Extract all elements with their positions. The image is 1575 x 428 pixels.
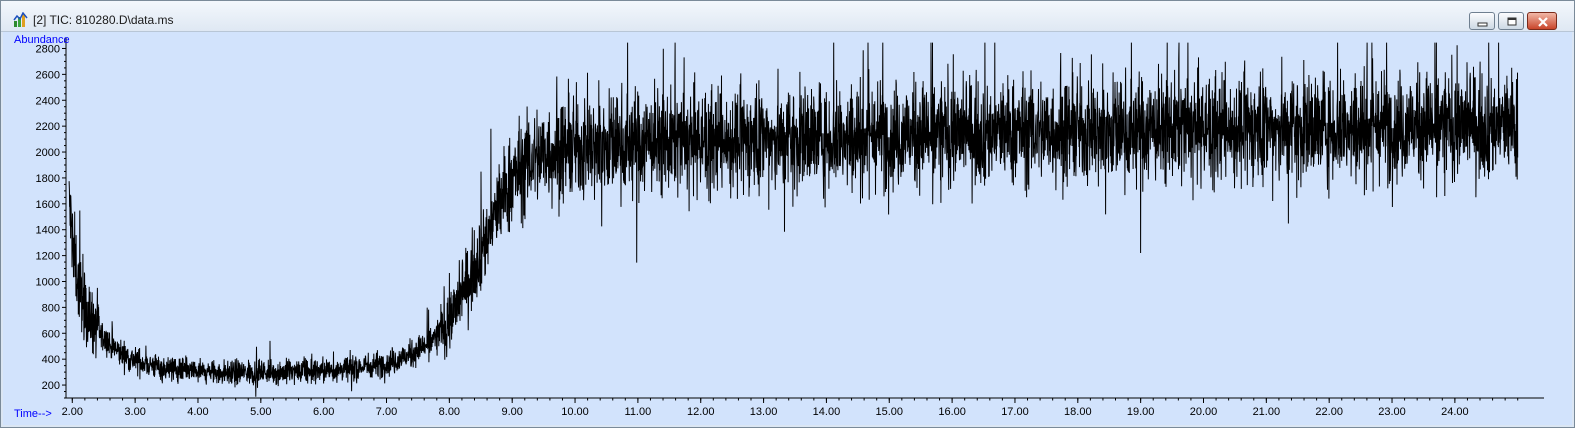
y-tick-label: 1200 [36,251,60,263]
x-tick-label: 13.00 [750,406,778,418]
x-axis-title: Time--> [14,408,52,420]
tic-trace [68,42,1519,397]
x-tick-label: 2.00 [62,406,83,418]
y-tick-label: 2600 [36,69,60,81]
minimize-icon [1477,22,1488,27]
y-tick-label: 1000 [36,276,60,288]
x-tick-label: 9.00 [501,406,522,418]
title-bar[interactable]: [2] TIC: 810280.D\data.ms [1,1,1574,32]
close-icon [1538,17,1548,27]
x-tick-label: 16.00 [938,406,966,418]
tic-series-line [68,42,1519,397]
y-tick-label: 400 [42,354,60,366]
x-tick-label: 6.00 [313,406,334,418]
window-title: [2] TIC: 810280.D\data.ms [33,13,174,27]
restore-button[interactable] [1498,12,1524,30]
chart-axes: 200 400 600 800 1000 1200 1400 1600 1800 2000 2200… [14,34,1544,420]
y-tick-label: 1800 [36,173,60,185]
x-tick-label: 11.00 [625,406,652,418]
x-tick-label: 4.00 [187,406,208,418]
y-tick-label: 200 [42,380,60,392]
x-tick-label: 20.00 [1190,406,1218,418]
x-tick-label: 22.00 [1315,406,1343,418]
x-tick-label: 24.00 [1441,406,1469,418]
y-axis-title: Abundance [14,34,70,46]
y-tick-label: 2400 [36,95,60,107]
x-tick-label: 18.00 [1064,406,1092,418]
x-tick-label: 19.00 [1127,406,1155,418]
close-button[interactable] [1527,12,1557,30]
minimize-button[interactable] [1469,12,1495,30]
plot-area[interactable]: 200 400 600 800 1000 1200 1400 1600 1800 2000 2200… [3,32,1572,425]
y-tick-label: 2200 [36,121,60,133]
x-tick-label: 3.00 [124,406,145,418]
x-tick-label: 15.00 [876,406,904,418]
y-tick-label: 800 [42,302,60,314]
restore-icon [1507,17,1517,26]
x-tick-label: 14.00 [813,406,841,418]
y-tick-label: 2800 [36,43,60,55]
x-tick-label: 5.00 [250,406,271,418]
y-tick-label: 1400 [36,225,60,237]
x-tick-label: 23.00 [1378,406,1406,418]
y-tick-label: 600 [42,328,60,340]
chromatogram-app-icon [13,11,29,28]
tic-chart[interactable]: 200 400 600 800 1000 1200 1400 1600 1800 2000 2200… [3,32,1572,425]
y-tick-label: 1600 [36,199,60,211]
x-tick-label: 21.00 [1253,406,1281,418]
x-tick-label: 8.00 [439,406,460,418]
x-tick-label: 10.00 [561,406,589,418]
x-tick-label: 17.00 [1001,406,1029,418]
x-tick-label: 7.00 [376,406,397,418]
x-tick-label: 12.00 [687,406,715,418]
y-tick-label: 2000 [36,147,60,159]
